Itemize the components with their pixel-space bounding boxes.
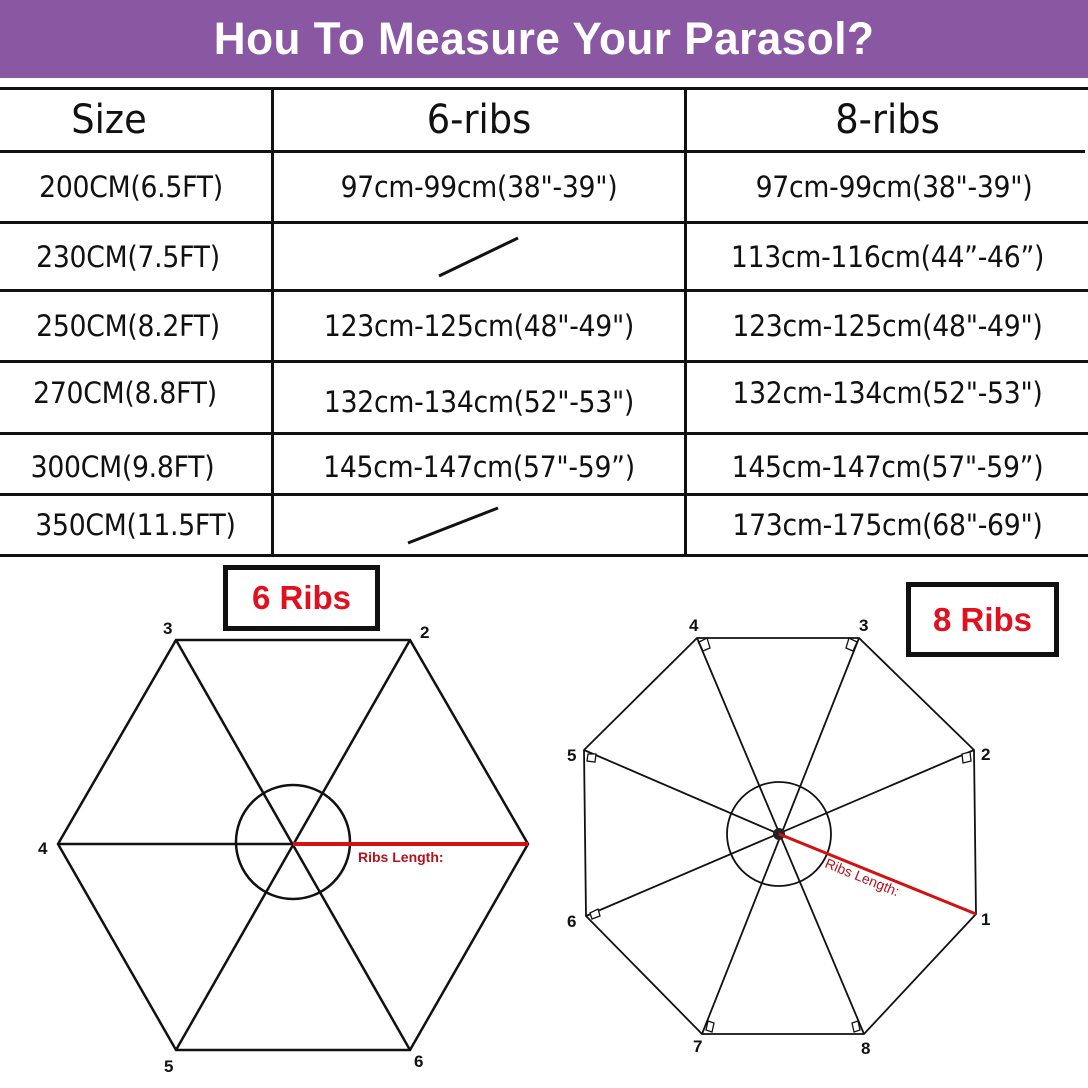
column-divider: [684, 87, 687, 557]
hinge-icon: [705, 1020, 715, 1033]
page-title: Hou To Measure Your Parasol?: [213, 13, 875, 64]
six-ribs-cell: 123cm-125cm(48"-49"): [323, 309, 635, 343]
vertex-label-5: 5: [567, 746, 576, 765]
table-divider: [0, 493, 1088, 496]
hinge-icon: [586, 753, 597, 763]
eight-ribs-label: 8 Ribs: [906, 582, 1059, 657]
not-available-slash-icon: [438, 236, 519, 278]
table-divider: [0, 150, 1085, 153]
hinge-icon: [961, 751, 972, 764]
six-ribs-cell: 145cm-147cm(57"-59”): [323, 450, 635, 484]
vertex-label-3: 3: [859, 616, 868, 635]
vertex-label-6: 6: [414, 1052, 423, 1071]
vertex-label-5: 5: [164, 1057, 173, 1076]
vertex-label-4: 4: [38, 839, 48, 858]
vertex-label-7: 7: [693, 1037, 702, 1056]
vertex-label-3: 3: [163, 619, 172, 638]
table-border-bottom: [0, 554, 1088, 557]
table-divider: [0, 221, 1088, 224]
six-ribs-label-text: 6 Ribs: [251, 579, 352, 616]
eight-ribs-cell: 123cm-125cm(48"-49"): [732, 309, 1043, 343]
rib-length-line: [778, 832, 977, 916]
size-cell: 230CM(7.5FT): [36, 239, 220, 274]
hinge-icon: [589, 908, 601, 920]
six-ribs-diagram: Ribs Length: 3 2 4 5 6: [38, 619, 530, 1076]
table-divider: [0, 360, 1088, 363]
eight-ribs-label-text: 8 Ribs: [932, 600, 1033, 638]
column-divider: [271, 87, 274, 557]
hinge-icon: [845, 637, 858, 652]
size-cell: 300CM(9.8FT): [30, 450, 215, 484]
vertex-label-2: 2: [420, 623, 429, 642]
table-border-top: [0, 87, 1088, 90]
vertex-label-1: 1: [981, 910, 990, 929]
rib-length-label: Ribs Length:: [823, 855, 902, 899]
not-available-slash-icon: [407, 506, 499, 545]
header-size: Size: [71, 97, 147, 143]
size-cell: 200CM(6.5FT): [39, 170, 223, 204]
vertex-label-4: 4: [689, 616, 699, 635]
hinge-icon: [851, 1020, 861, 1033]
size-table: Size 6-ribs 8-ribs 200CM(6.5FT) 97cm-99c…: [0, 87, 1088, 557]
six-ribs-cell: 97cm-99cm(38"-39"): [340, 170, 618, 204]
vertex-label-6: 6: [567, 912, 576, 931]
size-cell: 350CM(11.5FT): [35, 508, 236, 542]
rib-length-label: Ribs Length:: [358, 849, 444, 865]
title-banner: Hou To Measure Your Parasol?: [0, 0, 1088, 78]
vertex-label-8: 8: [861, 1039, 870, 1058]
header-8-ribs: 8-ribs: [835, 97, 940, 143]
vertex-label-2: 2: [981, 745, 990, 764]
six-ribs-label: 6 Ribs: [223, 565, 380, 631]
eight-ribs-cell: 145cm-147cm(57"-59”): [731, 450, 1044, 484]
table-divider: [0, 432, 1088, 435]
size-cell: 250CM(8.2FT): [36, 309, 220, 343]
eight-ribs-cell: 113cm-116cm(44”-46”): [730, 239, 1045, 274]
hinge-icon: [698, 637, 711, 652]
eight-ribs-cell: 173cm-175cm(68"-69"): [732, 508, 1043, 542]
six-ribs-cell: 132cm-134cm(52"-53"): [323, 384, 635, 419]
eight-ribs-cell: 132cm-134cm(52"-53"): [732, 376, 1043, 410]
size-cell: 270CM(8.8FT): [33, 376, 217, 410]
eight-ribs-diagram: Ribs Length: 4 3 2 1 8 7 6 5: [567, 616, 990, 1058]
table-divider: [0, 289, 1088, 292]
header-6-ribs: 6-ribs: [426, 97, 532, 143]
eight-ribs-cell: 97cm-99cm(38"-39"): [755, 170, 1033, 204]
